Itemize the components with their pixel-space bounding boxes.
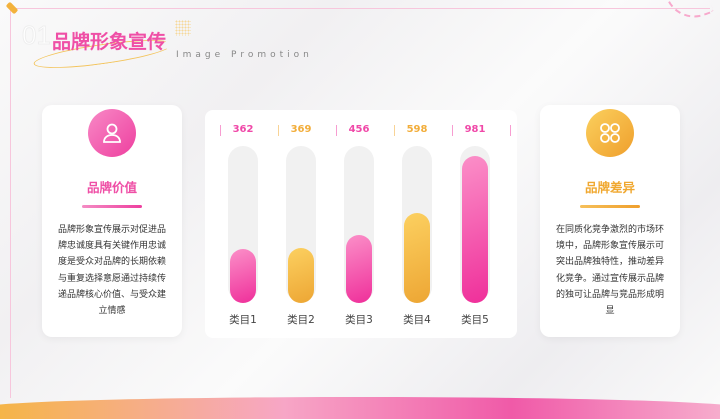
separator (452, 125, 453, 136)
value-label: 456 (348, 124, 370, 135)
user-icon (88, 109, 136, 157)
bar-4 (404, 213, 430, 303)
category-label: 类目4 (403, 314, 431, 326)
separator (394, 125, 395, 136)
separator (336, 125, 337, 136)
value-label: 369 (290, 124, 312, 135)
title-underline (82, 205, 142, 208)
section-number: 01 (22, 20, 52, 51)
category-label: 类目3 (345, 314, 373, 326)
card-title: 品牌差异 (584, 180, 635, 195)
card-text: 品牌形象宣传展示对促进品牌忠诚度具有关键作用忠诚度是受众对品牌的长期依赖与重复选… (57, 225, 166, 317)
value-label: 362 (232, 124, 254, 135)
page-subtitle: Image Promotion (176, 50, 313, 60)
value-label: 981 (464, 124, 486, 135)
card-text: 在同质化竞争激烈的市场环境中，品牌形象宣传展示可突出品牌独特性，推动差异化竞争。… (555, 225, 664, 317)
category-label: 类目2 (287, 314, 315, 326)
separator (220, 125, 221, 136)
separator (510, 125, 511, 136)
bottom-wave (0, 397, 720, 419)
bar-1 (230, 248, 256, 303)
title-underline (580, 205, 640, 208)
bar-2 (288, 247, 314, 303)
bar-5 (462, 155, 488, 303)
grid-icon (586, 109, 634, 157)
separator (278, 125, 279, 136)
brand-difference-card: 品牌差异 在同质化竞争激烈的市场环境中，品牌形象宣传展示可突出品牌独特性，推动差… (540, 105, 680, 337)
category-label: 类目1 (229, 314, 257, 326)
value-label: 598 (406, 124, 428, 135)
card-title: 品牌价值 (86, 180, 137, 195)
bar-3 (346, 234, 372, 303)
frame-line-top (10, 8, 710, 9)
bar-chart: 362 类目1 369 类目2 456 类目3 598 类目4 981 类目5 (205, 110, 517, 338)
dot-pattern (175, 20, 191, 36)
category-label: 类目5 (461, 314, 489, 326)
page-title: 品牌形象宣传 (52, 31, 167, 53)
frame-line-left (10, 8, 11, 398)
brand-value-card: 品牌价值 品牌形象宣传展示对促进品牌忠诚度具有关键作用忠诚度是受众对品牌的长期依… (42, 105, 182, 337)
